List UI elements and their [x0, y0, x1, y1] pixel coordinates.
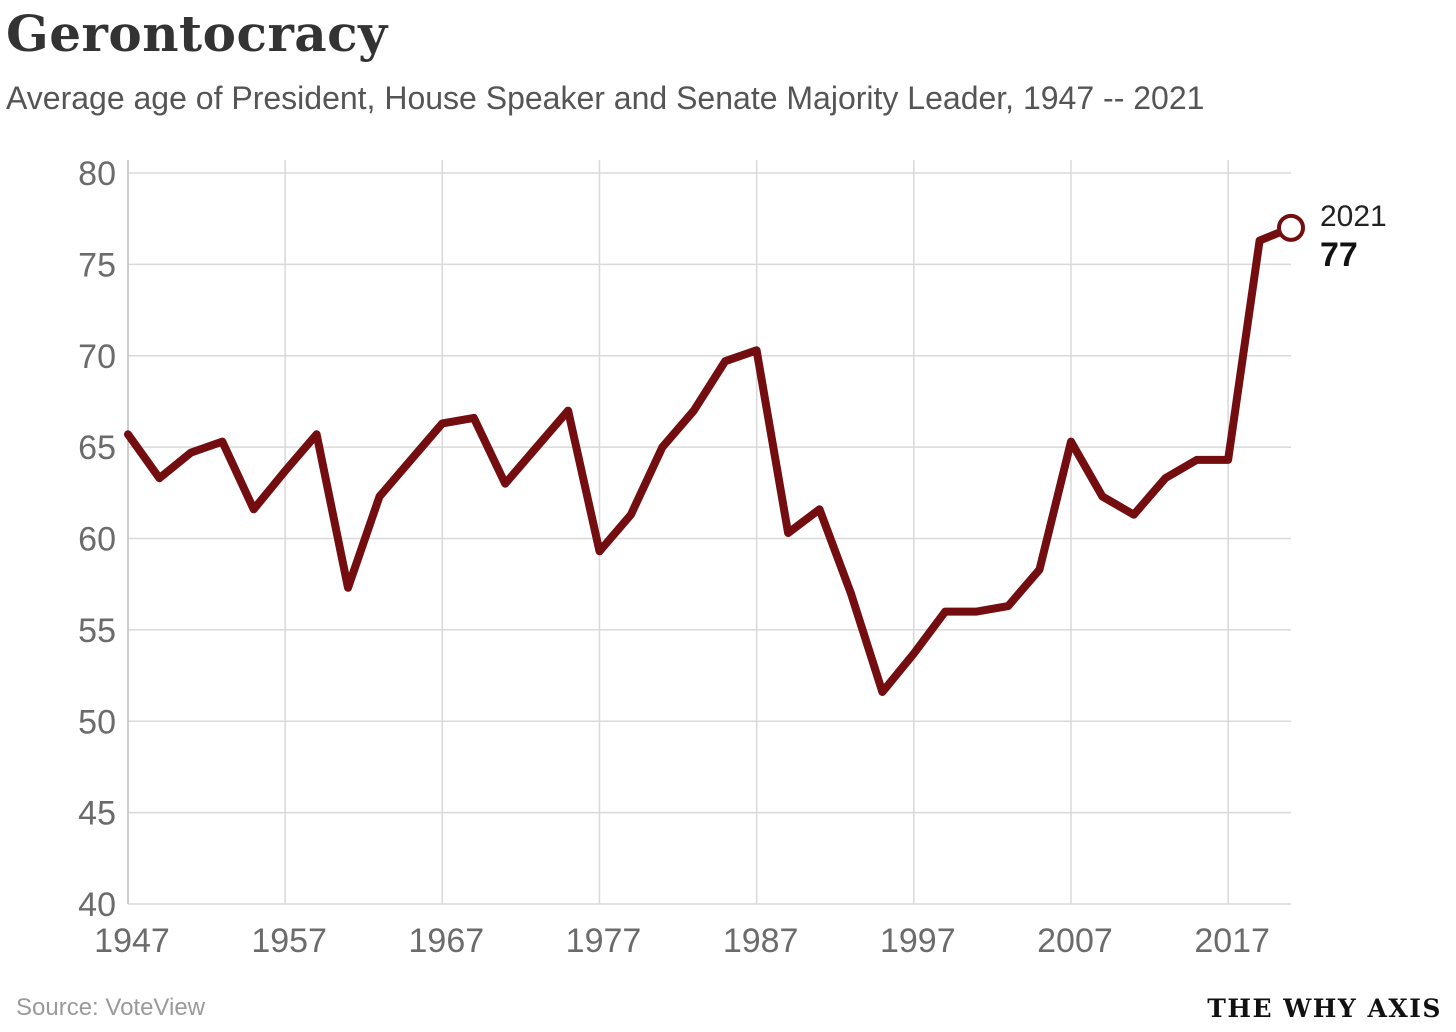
grid-lines [127, 160, 1291, 905]
series-line [124, 223, 1295, 696]
end-point-year-label: 2021 [1320, 200, 1387, 233]
x-tick-label: 1977 [566, 922, 642, 960]
chart-subtitle: Average age of President, House Speaker … [6, 80, 1205, 116]
end-point-marker [1277, 213, 1305, 242]
x-tick-label: 1987 [723, 922, 799, 960]
x-tick-label: 2017 [1194, 922, 1270, 960]
y-tick-label: 50 [78, 703, 116, 741]
y-tick-label: 80 [78, 155, 116, 193]
source-note: Source: VoteView [16, 994, 206, 1021]
x-tick-label: 2007 [1037, 922, 1113, 960]
y-tick-label: 60 [78, 521, 116, 559]
annotation-layer: 2021 77 [1320, 200, 1387, 274]
line-chart: 40 45 50 55 60 65 70 75 80 1947 1957 1967 1977 1987 19… [78, 155, 1387, 960]
y-tick-label: 70 [78, 338, 116, 376]
x-tick-label: 1997 [880, 922, 956, 960]
chart-title: Gerontocracy [6, 4, 388, 63]
x-tick-label: 1967 [409, 922, 485, 960]
x-tick-label: 1947 [94, 922, 170, 960]
series-layer [124, 213, 1305, 696]
end-point-value-label: 77 [1320, 236, 1358, 274]
y-tick-label: 55 [78, 612, 116, 650]
axis-labels: 40 45 50 55 60 65 70 75 80 1947 1957 1967 1977 1987 19… [78, 155, 1270, 960]
y-tick-label: 75 [78, 246, 116, 284]
x-tick-label: 1957 [251, 922, 327, 960]
y-tick-label: 65 [78, 429, 116, 467]
y-tick-label: 45 [78, 795, 116, 833]
brand-logo-text: THE WHY AXIS [1207, 994, 1442, 1023]
y-tick-label: 40 [78, 886, 116, 924]
